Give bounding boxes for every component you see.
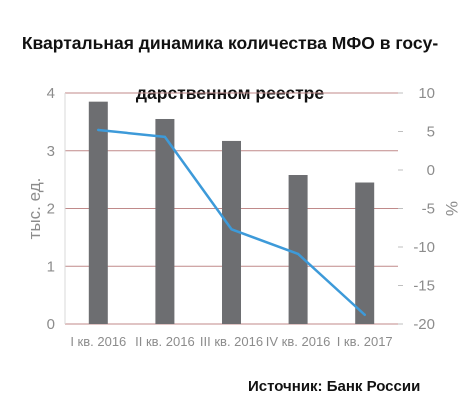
line-point: [230, 228, 233, 231]
category-label: III кв. 2016: [200, 334, 263, 349]
left-tick-label: 0: [47, 316, 55, 333]
right-tick-label: -15: [413, 278, 435, 295]
category-label: II кв. 2016: [135, 334, 195, 349]
bar: [155, 118, 175, 324]
left-axis-title: тыс. ед.: [25, 178, 44, 240]
line-point: [296, 252, 300, 256]
line-point: [363, 313, 366, 316]
line-point: [97, 128, 100, 132]
right-tick-label: 10: [418, 85, 435, 102]
bar: [88, 101, 108, 324]
left-tick-label: 3: [47, 143, 55, 160]
right-tick-label: -20: [413, 316, 435, 333]
chart-title-line-1: Квартальная динамика количества МФО в го…: [21, 33, 439, 53]
right-tick-label: 5: [427, 124, 435, 141]
line-point: [163, 135, 167, 139]
right-tick-label: 0: [427, 162, 435, 179]
left-tick-label: 4: [47, 85, 55, 102]
right-axis-title: %: [442, 201, 460, 216]
right-tick-label: -5: [422, 201, 435, 218]
category-label: I кв. 2016: [70, 334, 126, 349]
bar: [222, 140, 241, 324]
bar: [288, 175, 308, 324]
category-label: I кв. 2017: [337, 334, 393, 349]
right-tick-label: -10: [413, 239, 435, 256]
bar: [355, 182, 375, 324]
category-label: IV кв. 2016: [266, 334, 331, 349]
source-note: Источник: Банк России: [248, 378, 421, 395]
left-tick-label: 2: [47, 201, 55, 218]
left-tick-label: 1: [47, 258, 55, 275]
